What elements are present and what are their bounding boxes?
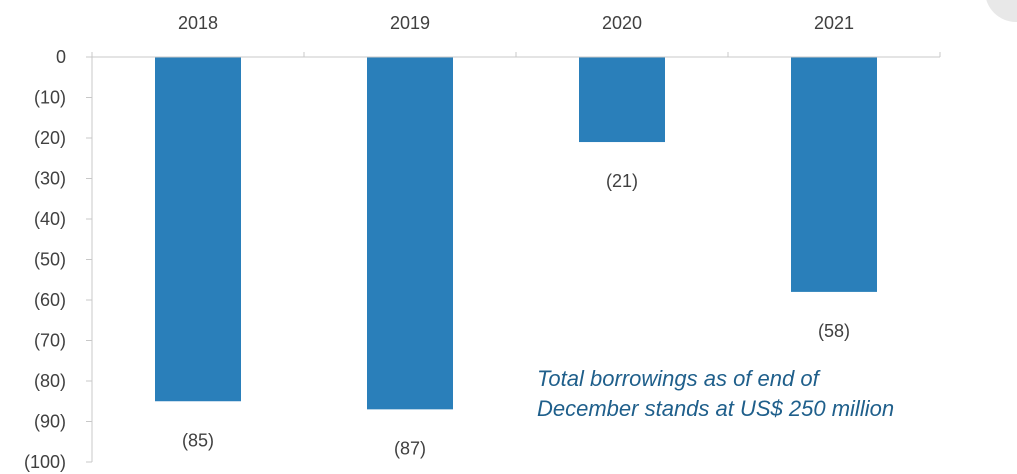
bars (155, 57, 877, 410)
y-tick-label: (50) (34, 250, 66, 270)
data-label-2020: (21) (606, 171, 638, 191)
y-axis: 0 (10) (20) (30) (40) (50) (60) (70) (80) (90) (10… (24, 47, 93, 472)
annotation-line-2: December stands at US$ 250 million (537, 396, 895, 421)
data-label-2018: (85) (182, 430, 214, 450)
category-label-2019: 2019 (390, 13, 430, 33)
y-tick-label: (60) (34, 290, 66, 310)
y-tick-label: (90) (34, 412, 66, 432)
data-label-2019: (87) (394, 438, 426, 458)
bar-2019 (367, 57, 453, 410)
y-tick-label: (20) (34, 128, 66, 148)
category-axis: 2018 2019 2020 2021 (91, 13, 941, 58)
data-labels: (85) (87) (21) (58) (182, 171, 850, 458)
category-label-2018: 2018 (178, 13, 218, 33)
y-tick-label: (100) (24, 452, 66, 472)
chart-annotation: Total borrowings as of end of December s… (537, 364, 894, 424)
category-label-2021: 2021 (814, 13, 854, 33)
data-label-2021: (58) (818, 321, 850, 341)
y-tick-label: (30) (34, 169, 66, 189)
y-tick-label: (80) (34, 371, 66, 391)
y-tick-label: 0 (56, 47, 66, 67)
category-label-2020: 2020 (602, 13, 642, 33)
bar-2021 (791, 57, 877, 292)
bar-2020 (579, 57, 665, 143)
annotation-line-1: Total borrowings as of end of (537, 366, 819, 391)
y-tick-label: (40) (34, 209, 66, 229)
y-tick-label: (70) (34, 331, 66, 351)
bar-2018 (155, 57, 241, 402)
y-tick-label: (10) (34, 88, 66, 108)
